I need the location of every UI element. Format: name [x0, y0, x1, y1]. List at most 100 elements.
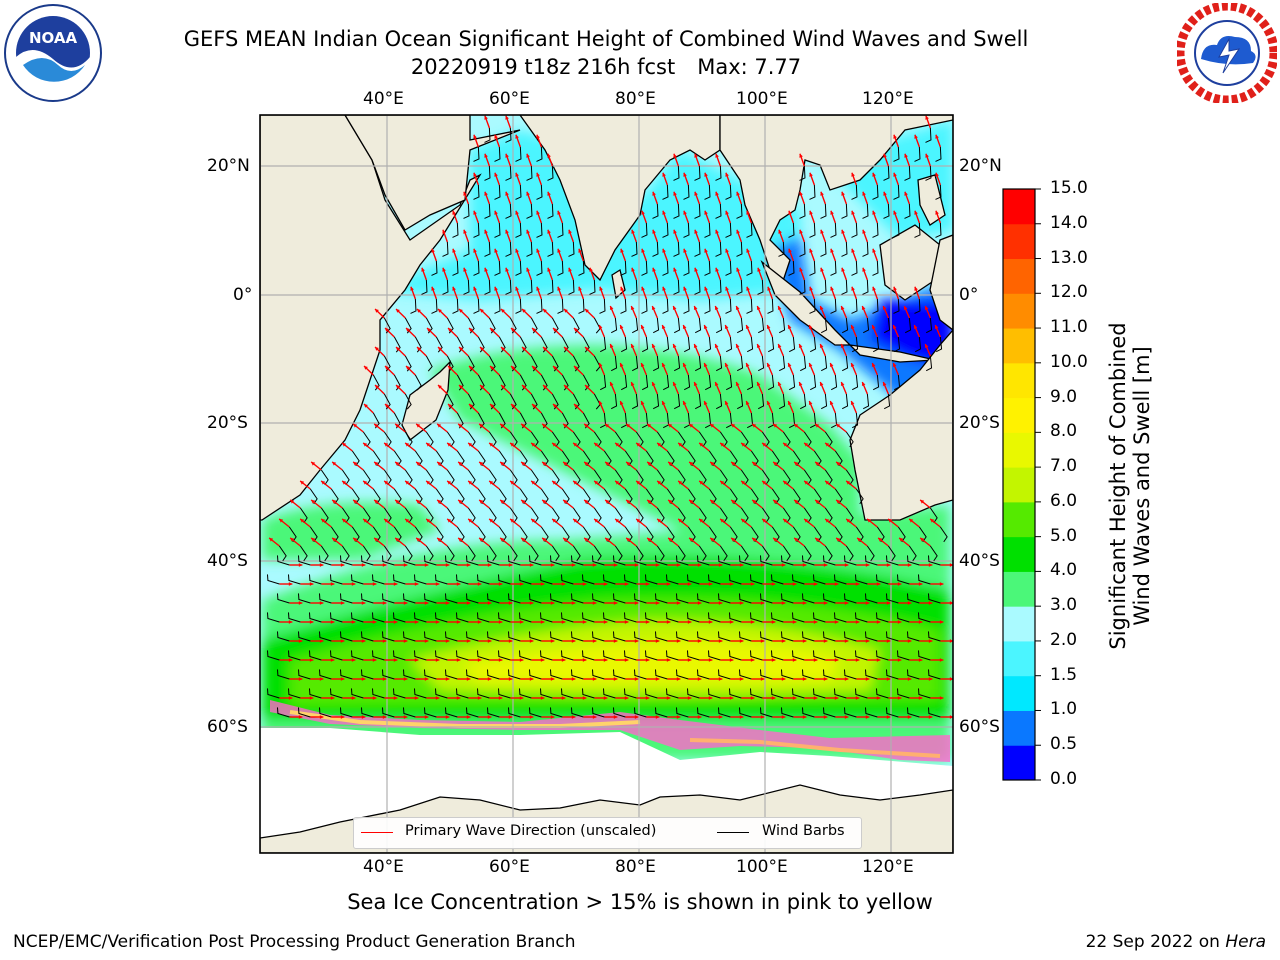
wind-barb: [875, 574, 889, 585]
wave-arrow-head: [704, 248, 708, 253]
wind-barb: [841, 317, 849, 334]
colorbar-label-line2: Wind Waves and Swell [m]: [1130, 346, 1154, 626]
forecast-run: 20220919 t18z 216h fcst: [410, 55, 676, 79]
wind-barb: [423, 707, 437, 718]
wave-arrow-head: [655, 601, 660, 605]
wind-barb: [494, 184, 501, 200]
wave-arrow-head: [437, 499, 442, 504]
wind-barb: [872, 184, 879, 200]
wind-barb: [757, 317, 765, 334]
wind-barb: [509, 507, 518, 524]
colorbar-tick-label: 13.0: [1050, 247, 1088, 268]
wave-arrow-head: [573, 518, 578, 523]
wave-arrow-head: [519, 620, 524, 624]
wave-arrow-head: [652, 229, 656, 234]
wave-arrow-head: [834, 620, 839, 624]
wind-barb: [519, 374, 527, 391]
wind-barb: [677, 431, 686, 448]
wave-arrow-head: [710, 499, 715, 504]
wave-arrow-head: [657, 480, 662, 485]
wave-arrow-head: [731, 423, 736, 428]
wave-arrow-head: [382, 639, 387, 643]
wave-arrow-head: [750, 582, 755, 586]
wave-arrow-head: [543, 384, 547, 389]
wind-barb: [694, 317, 702, 334]
wave-arrow-head: [382, 715, 387, 719]
lat-right-20n: 20°N: [959, 156, 1002, 176]
wave-arrow-head: [466, 677, 471, 681]
wave-arrow-head: [840, 344, 845, 349]
wind-barb: [402, 555, 416, 566]
wave-arrow-head: [760, 639, 765, 643]
wave-arrow-head: [468, 442, 473, 447]
wave-arrow-head: [862, 229, 866, 234]
wind-barb: [572, 393, 580, 410]
wave-arrow-head: [792, 696, 797, 700]
wind-barb: [914, 298, 921, 314]
wind-barb: [465, 669, 479, 680]
wind-barb: [572, 431, 581, 448]
wind-barb: [526, 165, 533, 181]
wind-barb: [276, 707, 290, 718]
wave-arrow-head: [353, 423, 358, 428]
wind-barb: [362, 545, 371, 562]
australia: [849, 329, 953, 521]
wave-arrow-head: [636, 480, 641, 485]
wave-arrow-head: [361, 563, 366, 567]
wave-arrow-head: [466, 639, 471, 643]
wind-barb: [578, 260, 585, 276]
wave-arrow-head: [794, 423, 799, 428]
wave-arrow-head: [750, 658, 755, 662]
wind-barb: [635, 431, 644, 448]
wave-arrow-head: [395, 499, 400, 504]
wind-barb: [812, 650, 826, 661]
wave-arrow-head: [804, 518, 809, 523]
wave-arrow-head: [762, 442, 767, 447]
wave-arrow-head: [687, 696, 692, 700]
wind-barb: [570, 631, 584, 642]
lon-bottom-40: 40°E: [363, 857, 404, 877]
wave-arrow-head: [876, 582, 881, 586]
colorbar-segment: [1003, 606, 1035, 642]
wind-barb: [383, 317, 391, 334]
wind-barb: [413, 612, 427, 623]
wind-barb: [486, 631, 500, 642]
wind-barb: [736, 393, 744, 410]
wave-arrow-head: [872, 286, 876, 291]
wind-barb: [665, 574, 679, 585]
wind-barb: [749, 612, 763, 623]
wave-arrow-head: [844, 601, 849, 605]
wave-arrow-head: [426, 518, 431, 523]
wind-barb: [593, 545, 602, 562]
wind-barb: [883, 203, 890, 219]
wave-arrow-head: [823, 677, 828, 681]
wave-arrow-head: [619, 363, 624, 368]
wave-arrow-head: [511, 403, 515, 408]
wave-arrow-head: [521, 537, 526, 542]
wave-arrow-head: [652, 191, 656, 196]
wind-barb: [927, 593, 941, 604]
wind-barb: [917, 650, 931, 661]
wave-arrow-head: [668, 537, 673, 542]
wave-arrow-head: [361, 715, 366, 719]
wind-barb: [736, 241, 743, 257]
wave-arrow-head: [603, 620, 608, 624]
wave-arrow-head: [500, 537, 505, 542]
wind-barb: [318, 631, 332, 642]
colorbar-segment: [1003, 571, 1035, 607]
wind-barb: [467, 507, 476, 524]
wind-barb: [339, 555, 353, 566]
wind-barb: [683, 222, 690, 238]
wind-barb: [935, 146, 942, 162]
wave-arrow-head: [574, 403, 578, 408]
wind-barb: [738, 631, 752, 642]
wind-barb: [770, 574, 784, 585]
wind-barb: [581, 574, 595, 585]
colorbar-tick-label: 1.0: [1050, 699, 1078, 720]
wave-arrow-head: [309, 582, 314, 586]
wave-arrow-head: [904, 153, 908, 158]
wind-barb: [402, 707, 416, 718]
wave-arrow-head: [787, 401, 792, 406]
wave-arrow-head: [494, 286, 498, 291]
wind-barb: [404, 317, 412, 334]
